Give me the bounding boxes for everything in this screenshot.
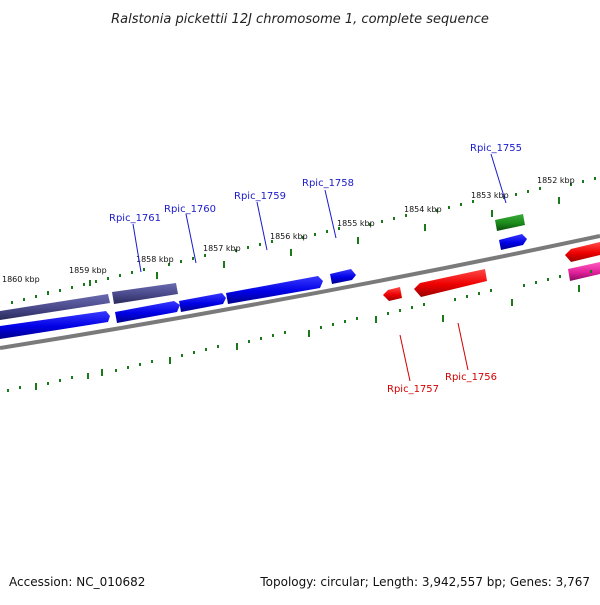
gene-arrow-right-edge-red[interactable]	[565, 242, 600, 262]
gene-arrow-rpic-1760[interactable]	[115, 301, 180, 323]
feature-block-pink[interactable]	[568, 262, 600, 281]
map-title: Ralstonia pickettii 12J chromosome 1, co…	[111, 12, 489, 27]
tick-label-1852: 1852 kbp	[537, 176, 575, 185]
gene-label-rpic-1761[interactable]: Rpic_1761	[109, 213, 161, 224]
accession-text: Accession: NC_010682	[9, 575, 145, 589]
gene-label-rpic-1760[interactable]: Rpic_1760	[164, 204, 216, 215]
feature-block[interactable]	[0, 294, 110, 320]
feature-block[interactable]	[112, 283, 178, 304]
gene-arrow-rpic-1758b[interactable]	[330, 269, 356, 284]
gene-arrow-rpic-1757[interactable]	[383, 287, 402, 301]
tick-label-1853: 1853 kbp	[471, 191, 509, 200]
chromosome-backbone	[0, 234, 600, 350]
tick-label-1860: 1860 kbp	[2, 275, 40, 284]
tick-label-1856: 1856 kbp	[270, 232, 308, 241]
gene-arrow-rpic-1759[interactable]	[179, 293, 226, 312]
tick-label-1858: 1858 kbp	[136, 255, 174, 264]
label-leaders	[132, 153, 507, 382]
tick-label-1857: 1857 kbp	[203, 244, 241, 253]
gene-arrow-rpic-1755[interactable]	[499, 234, 527, 250]
gene-label-rpic-1759[interactable]: Rpic_1759	[234, 191, 286, 202]
gene-arrow-rpic-1756[interactable]	[414, 269, 487, 297]
forward-other-features	[0, 214, 525, 320]
gene-arrow-rpic-1761[interactable]	[0, 311, 110, 339]
gene-label-rpic-1757[interactable]: Rpic_1757	[387, 384, 439, 395]
tick-label-1859: 1859 kbp	[69, 266, 107, 275]
forward-genes	[0, 234, 527, 339]
tick-label-1854: 1854 kbp	[404, 205, 442, 214]
tick-label-1855: 1855 kbp	[337, 219, 375, 228]
inner-tick-ring	[7, 270, 592, 392]
gene-label-rpic-1755[interactable]: Rpic_1755	[470, 143, 522, 154]
gene-label-rpic-1758[interactable]: Rpic_1758	[302, 178, 354, 189]
feature-block-green[interactable]	[495, 214, 525, 231]
gene-label-rpic-1756[interactable]: Rpic_1756	[445, 372, 497, 383]
gene-arrow-rpic-1758[interactable]	[226, 276, 323, 304]
outer-tick-ring	[11, 177, 596, 304]
topology-text: Topology: circular; Length: 3,942,557 bp…	[259, 575, 590, 589]
reverse-genes	[383, 242, 600, 301]
